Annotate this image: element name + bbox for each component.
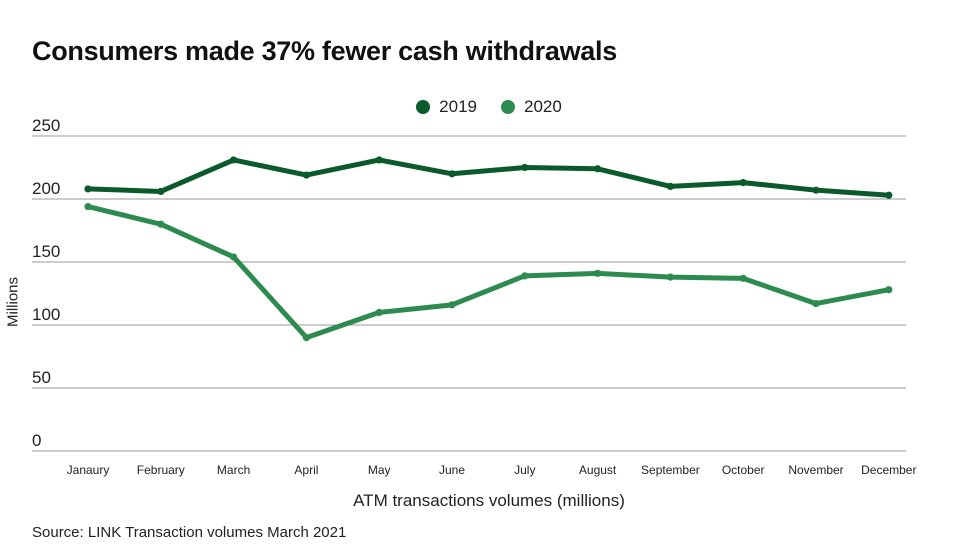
point-2019-september bbox=[666, 182, 675, 190]
point-2020-february bbox=[157, 220, 165, 228]
point-2019-march bbox=[230, 156, 238, 164]
x-tick-label-february: February bbox=[137, 463, 185, 477]
x-tick-label-may: May bbox=[368, 463, 391, 477]
point-2019-july bbox=[521, 163, 529, 172]
legend: 2019 2020 bbox=[0, 97, 978, 117]
chart-title: Consumers made 37% fewer cash withdrawal… bbox=[32, 36, 617, 66]
point-2020-april bbox=[302, 334, 310, 342]
legend-label-2020: 2020 bbox=[524, 97, 562, 116]
x-tick-label-august: August bbox=[579, 463, 617, 477]
point-2020-june bbox=[448, 301, 456, 309]
y-tick-label-50: 50 bbox=[32, 368, 51, 387]
y-tick-label-200: 200 bbox=[32, 179, 60, 198]
point-2019-june bbox=[448, 170, 456, 178]
y-tick-label-0: 0 bbox=[32, 431, 41, 450]
point-2020-may bbox=[375, 308, 383, 316]
legend-marker-2019 bbox=[416, 100, 431, 114]
x-tick-label-april: April bbox=[294, 463, 318, 477]
point-2020-august bbox=[594, 269, 602, 277]
legend-item-2019[interactable]: 2019 bbox=[416, 97, 477, 117]
series-line-2020 bbox=[85, 204, 892, 341]
point-2019-december bbox=[885, 191, 893, 199]
point-2019-april bbox=[302, 171, 310, 179]
x-tick-label-november: November bbox=[788, 463, 843, 477]
point-2019-february bbox=[157, 187, 165, 196]
point-2020-december bbox=[885, 286, 893, 294]
source-note: Source: LINK Transaction volumes March 2… bbox=[32, 524, 347, 541]
y-axis-label-text: Millions bbox=[4, 276, 22, 328]
x-tick-label-june: June bbox=[439, 463, 465, 477]
x-tick-label-september: September bbox=[641, 463, 700, 477]
point-2020-janaury bbox=[84, 202, 92, 211]
point-2020-september bbox=[666, 273, 675, 281]
x-tick-label-december: December bbox=[861, 463, 916, 477]
point-2019-november bbox=[812, 186, 820, 194]
y-tick-label-100: 100 bbox=[32, 305, 60, 324]
point-2019-may bbox=[375, 156, 383, 164]
x-tick-label-july: July bbox=[514, 463, 535, 477]
point-2020-march bbox=[230, 253, 238, 261]
x-tick-label-janaury: Janaury bbox=[67, 463, 110, 477]
legend-item-2020[interactable]: 2020 bbox=[501, 97, 562, 117]
point-2019-august bbox=[594, 165, 602, 173]
x-tick-label-march: March bbox=[217, 463, 250, 477]
y-tick-label-150: 150 bbox=[32, 242, 60, 261]
point-2020-november bbox=[812, 299, 820, 308]
y-tick-label-250: 250 bbox=[32, 116, 60, 135]
legend-marker-2020 bbox=[501, 100, 515, 114]
y-axis-label: Millions bbox=[3, 272, 23, 332]
point-2019-janaury bbox=[84, 185, 92, 193]
point-2020-october bbox=[739, 274, 747, 282]
legend-label-2019: 2019 bbox=[439, 97, 477, 116]
series-line-2019 bbox=[85, 157, 892, 198]
x-tick-label-october: October bbox=[722, 463, 765, 477]
point-2019-october bbox=[739, 179, 747, 187]
x-axis-label: ATM transactions volumes (millions) bbox=[353, 491, 625, 510]
point-2020-july bbox=[521, 272, 529, 280]
